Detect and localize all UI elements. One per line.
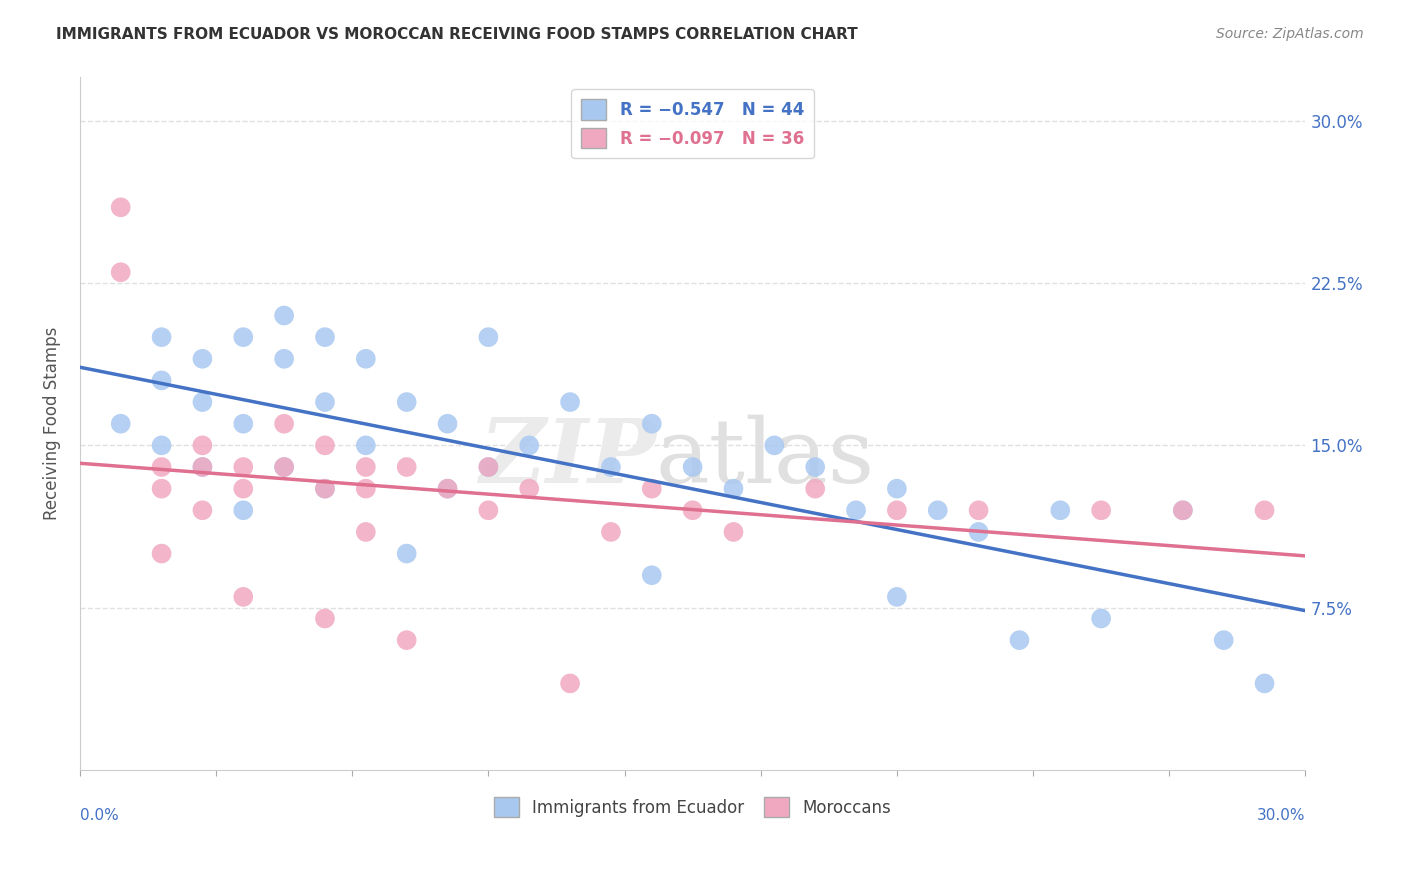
Point	[191, 503, 214, 517]
Point	[191, 438, 214, 452]
Point	[314, 482, 336, 496]
Point	[641, 482, 664, 496]
Point	[477, 503, 499, 517]
Point	[763, 438, 786, 452]
Point	[600, 460, 623, 475]
Point	[517, 438, 540, 452]
Point	[886, 590, 908, 604]
Point	[110, 265, 132, 279]
Point	[232, 503, 254, 517]
Point	[682, 503, 704, 517]
Point	[191, 351, 214, 366]
Point	[150, 482, 173, 496]
Point	[314, 611, 336, 625]
Point	[354, 438, 377, 452]
Text: atlas: atlas	[655, 415, 875, 502]
Point	[1090, 611, 1112, 625]
Point	[232, 330, 254, 344]
Point	[395, 633, 418, 648]
Point	[150, 547, 173, 561]
Point	[232, 460, 254, 475]
Point	[273, 417, 295, 431]
Point	[600, 524, 623, 539]
Point	[1171, 503, 1194, 517]
Point	[682, 460, 704, 475]
Point	[354, 482, 377, 496]
Point	[436, 482, 458, 496]
Point	[273, 460, 295, 475]
Point	[191, 460, 214, 475]
Point	[1090, 503, 1112, 517]
Point	[558, 676, 581, 690]
Point	[1212, 633, 1234, 648]
Point	[110, 417, 132, 431]
Point	[1171, 503, 1194, 517]
Point	[395, 547, 418, 561]
Text: Source: ZipAtlas.com: Source: ZipAtlas.com	[1216, 27, 1364, 41]
Text: IMMIGRANTS FROM ECUADOR VS MOROCCAN RECEIVING FOOD STAMPS CORRELATION CHART: IMMIGRANTS FROM ECUADOR VS MOROCCAN RECE…	[56, 27, 858, 42]
Point	[558, 395, 581, 409]
Point	[314, 395, 336, 409]
Point	[354, 460, 377, 475]
Point	[273, 460, 295, 475]
Point	[477, 460, 499, 475]
Point	[314, 482, 336, 496]
Point	[1253, 676, 1275, 690]
Point	[1253, 503, 1275, 517]
Point	[641, 568, 664, 582]
Point	[314, 438, 336, 452]
Point	[232, 417, 254, 431]
Text: 30.0%: 30.0%	[1257, 808, 1305, 823]
Point	[232, 482, 254, 496]
Point	[150, 373, 173, 387]
Point	[110, 200, 132, 214]
Point	[436, 417, 458, 431]
Point	[314, 330, 336, 344]
Point	[436, 482, 458, 496]
Point	[477, 330, 499, 344]
Point	[641, 417, 664, 431]
Point	[804, 460, 827, 475]
Point	[967, 524, 990, 539]
Point	[273, 351, 295, 366]
Point	[232, 590, 254, 604]
Point	[886, 482, 908, 496]
Point	[723, 482, 745, 496]
Text: ZIP: ZIP	[479, 415, 655, 501]
Point	[395, 395, 418, 409]
Point	[967, 503, 990, 517]
Point	[191, 395, 214, 409]
Point	[150, 438, 173, 452]
Point	[477, 460, 499, 475]
Point	[1049, 503, 1071, 517]
Point	[273, 309, 295, 323]
Point	[804, 482, 827, 496]
Point	[354, 524, 377, 539]
Point	[354, 351, 377, 366]
Point	[191, 460, 214, 475]
Point	[886, 503, 908, 517]
Point	[150, 330, 173, 344]
Point	[517, 482, 540, 496]
Y-axis label: Receiving Food Stamps: Receiving Food Stamps	[44, 327, 60, 520]
Point	[927, 503, 949, 517]
Point	[845, 503, 868, 517]
Point	[1008, 633, 1031, 648]
Text: 0.0%: 0.0%	[80, 808, 118, 823]
Legend: Immigrants from Ecuador, Moroccans: Immigrants from Ecuador, Moroccans	[488, 790, 898, 824]
Point	[150, 460, 173, 475]
Point	[395, 460, 418, 475]
Point	[723, 524, 745, 539]
